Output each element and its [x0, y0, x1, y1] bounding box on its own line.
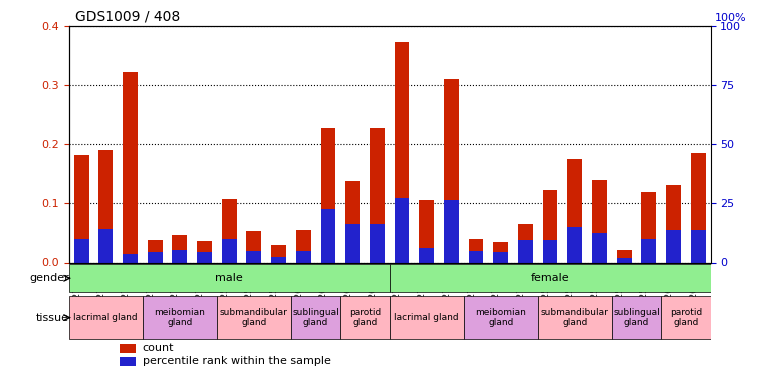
Text: submandibular
gland: submandibular gland [541, 308, 609, 327]
Bar [321, 209, 335, 262]
Bar [592, 233, 607, 262]
FancyBboxPatch shape [69, 296, 143, 339]
Bar [444, 201, 458, 262]
Bar [370, 224, 385, 262]
FancyBboxPatch shape [217, 296, 291, 339]
Bar [123, 72, 138, 262]
Bar [197, 241, 212, 262]
Bar [518, 224, 533, 262]
Bar [394, 198, 410, 262]
Bar [197, 252, 212, 262]
Bar [542, 190, 558, 262]
Text: gender: gender [29, 273, 69, 283]
FancyBboxPatch shape [612, 296, 661, 339]
Bar [222, 239, 237, 262]
Text: parotid
gland: parotid gland [670, 308, 702, 327]
Bar [642, 192, 656, 262]
Bar [173, 249, 187, 262]
Text: parotid
gland: parotid gland [349, 308, 381, 327]
Text: sublingual
gland: sublingual gland [613, 308, 660, 327]
Text: meibomian
gland: meibomian gland [154, 308, 206, 327]
Text: male: male [215, 273, 243, 283]
Bar [99, 229, 113, 262]
Bar [518, 240, 533, 262]
Bar [321, 128, 335, 262]
Bar [73, 239, 89, 262]
Text: female: female [531, 273, 569, 283]
Bar [345, 181, 360, 262]
Bar [568, 227, 582, 262]
Text: tissue: tissue [36, 313, 69, 322]
Text: 100%: 100% [714, 13, 746, 24]
Bar [419, 248, 434, 262]
Bar [494, 252, 508, 262]
Bar [617, 249, 632, 262]
Bar [468, 239, 484, 262]
Bar [222, 199, 237, 262]
Text: sublingual
gland: sublingual gland [292, 308, 339, 327]
Bar [617, 258, 632, 262]
Bar [120, 357, 136, 366]
Bar [247, 231, 261, 262]
Bar [394, 42, 410, 262]
Bar [642, 239, 656, 262]
Bar [494, 242, 508, 262]
Bar [173, 236, 187, 262]
FancyBboxPatch shape [390, 264, 711, 292]
FancyBboxPatch shape [464, 296, 538, 339]
Bar [123, 254, 138, 262]
FancyBboxPatch shape [69, 264, 390, 292]
Bar [542, 240, 558, 262]
Text: meibomian
gland: meibomian gland [475, 308, 526, 327]
Bar [296, 251, 311, 262]
Bar [419, 201, 434, 262]
Text: submandibular
gland: submandibular gland [220, 308, 288, 327]
Text: GDS1009 / 408: GDS1009 / 408 [75, 10, 180, 24]
Bar [147, 252, 163, 262]
Bar [296, 230, 311, 262]
Text: lacrimal gland: lacrimal gland [73, 313, 138, 322]
Bar [345, 224, 360, 262]
Text: percentile rank within the sample: percentile rank within the sample [143, 357, 331, 366]
FancyBboxPatch shape [340, 296, 390, 339]
FancyBboxPatch shape [661, 296, 711, 339]
FancyBboxPatch shape [291, 296, 340, 339]
Bar [271, 256, 286, 262]
Bar [592, 180, 607, 262]
Text: lacrimal gland: lacrimal gland [394, 313, 459, 322]
FancyBboxPatch shape [538, 296, 612, 339]
Bar [468, 251, 484, 262]
Bar [444, 80, 458, 262]
Bar [120, 344, 136, 353]
Bar [370, 128, 385, 262]
Bar [271, 245, 286, 262]
Bar [691, 230, 706, 262]
FancyBboxPatch shape [143, 296, 217, 339]
Bar [666, 184, 681, 262]
Bar [73, 155, 89, 262]
FancyBboxPatch shape [390, 296, 464, 339]
Bar [691, 153, 706, 262]
Text: count: count [143, 344, 174, 353]
Bar [99, 150, 113, 262]
Bar [247, 251, 261, 262]
Bar [147, 240, 163, 262]
Bar [666, 230, 681, 262]
Bar [568, 159, 582, 262]
